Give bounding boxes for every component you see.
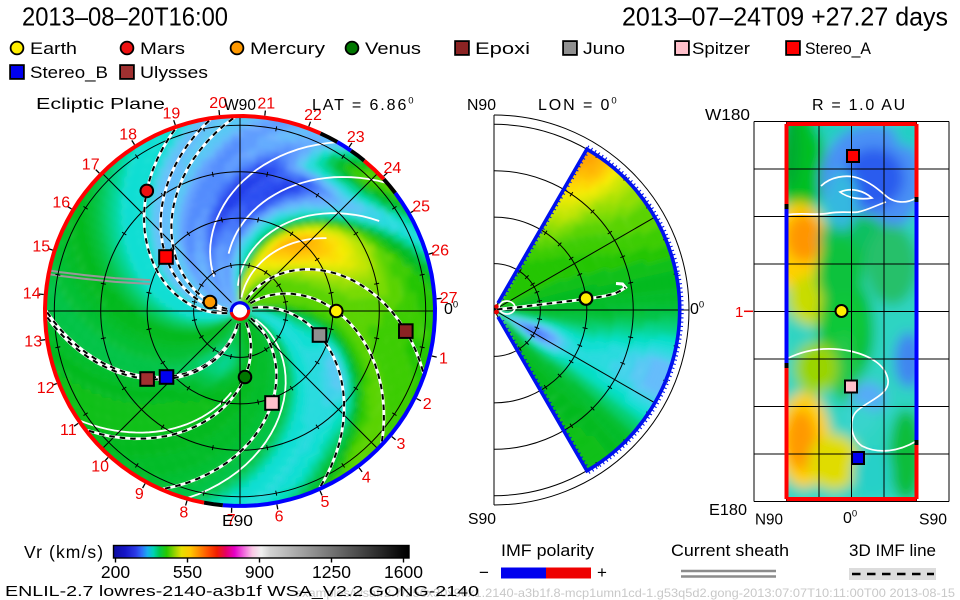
svg-text:3D IMF line: 3D IMF line — [849, 542, 936, 560]
svg-text:20: 20 — [209, 95, 227, 112]
svg-text:7: 7 — [227, 512, 236, 529]
svg-text:4: 4 — [362, 470, 371, 487]
svg-text:26: 26 — [431, 243, 449, 260]
svg-text:S90: S90 — [919, 512, 947, 529]
svg-text:N90: N90 — [467, 97, 496, 114]
svg-text:N90: N90 — [755, 512, 783, 529]
svg-text:Ulysses: Ulysses — [140, 63, 208, 82]
svg-text:IMF polarity: IMF polarity — [501, 542, 595, 560]
svg-text:1: 1 — [735, 304, 743, 321]
svg-text:LON = 00: LON = 00 — [538, 96, 619, 115]
svg-text:W180: W180 — [705, 107, 750, 124]
svg-text:E180: E180 — [709, 502, 747, 519]
svg-text:Current sheath: Current sheath — [671, 542, 789, 560]
svg-text:17: 17 — [82, 157, 100, 174]
svg-text:16: 16 — [52, 195, 70, 212]
svg-text:Vr (km/s): Vr (km/s) — [24, 542, 104, 562]
svg-text:11: 11 — [60, 422, 77, 439]
svg-text:12: 12 — [37, 380, 55, 397]
svg-text:1: 1 — [439, 351, 448, 368]
svg-text:Stereo_B: Stereo_B — [30, 63, 108, 82]
svg-text:1250: 1250 — [312, 562, 351, 582]
svg-text:21: 21 — [257, 96, 275, 113]
svg-text:24: 24 — [384, 160, 402, 177]
svg-text:8: 8 — [179, 504, 188, 521]
svg-text:2013–08–20T16:00: 2013–08–20T16:00 — [22, 2, 228, 32]
svg-text:Earth: Earth — [30, 39, 77, 58]
svg-text:LAT = 6.860: LAT = 6.860 — [312, 96, 415, 115]
svg-text:5: 5 — [321, 494, 330, 511]
svg-text:9: 9 — [135, 486, 144, 503]
svg-text:550: 550 — [173, 562, 202, 582]
svg-text:22: 22 — [304, 107, 322, 124]
svg-text:23: 23 — [347, 129, 365, 146]
svg-text:Mercury: Mercury — [250, 39, 326, 58]
svg-text:Epoxi: Epoxi — [475, 39, 530, 58]
svg-text:Stereo_A: Stereo_A — [805, 39, 872, 58]
svg-text:Juno: Juno — [583, 39, 625, 58]
svg-text:18: 18 — [119, 127, 137, 144]
svg-text:19: 19 — [163, 106, 181, 123]
svg-text:Venus: Venus — [365, 39, 421, 58]
svg-text:Mars: Mars — [140, 39, 185, 58]
svg-text:900: 900 — [245, 562, 274, 582]
svg-text:25: 25 — [412, 199, 430, 216]
svg-text:examples/wsafr2.7/256x30x90x1.: examples/wsafr2.7/256x30x90x1.2140-a3b1f… — [295, 586, 955, 600]
svg-text:15: 15 — [32, 238, 50, 255]
svg-text:2013–07–24T09 +27.27 days: 2013–07–24T09 +27.27 days — [622, 2, 948, 32]
svg-text:6: 6 — [275, 508, 284, 525]
svg-text:10: 10 — [91, 458, 109, 475]
svg-text:3: 3 — [397, 436, 406, 453]
svg-text:200: 200 — [101, 562, 130, 582]
svg-text:13: 13 — [24, 334, 42, 351]
svg-text:Spitzer: Spitzer — [692, 39, 750, 58]
svg-text:W90: W90 — [224, 97, 256, 114]
svg-text:−: − — [479, 563, 489, 582]
svg-text:Ecliptic Plane: Ecliptic Plane — [36, 96, 165, 113]
svg-text:1600: 1600 — [384, 562, 423, 582]
svg-text:+: + — [597, 563, 607, 582]
svg-text:ENLIL-2.7 lowres-2140-a3b1f WS: ENLIL-2.7 lowres-2140-a3b1f WSA_V2.2 GON… — [5, 583, 479, 600]
svg-text:27: 27 — [440, 290, 458, 307]
svg-text:E90: E90 — [222, 513, 253, 530]
svg-text:14: 14 — [23, 285, 41, 302]
svg-text:S90: S90 — [468, 511, 496, 528]
svg-text:R = 1.0 AU: R = 1.0 AU — [812, 97, 907, 114]
svg-text:2: 2 — [423, 396, 432, 413]
